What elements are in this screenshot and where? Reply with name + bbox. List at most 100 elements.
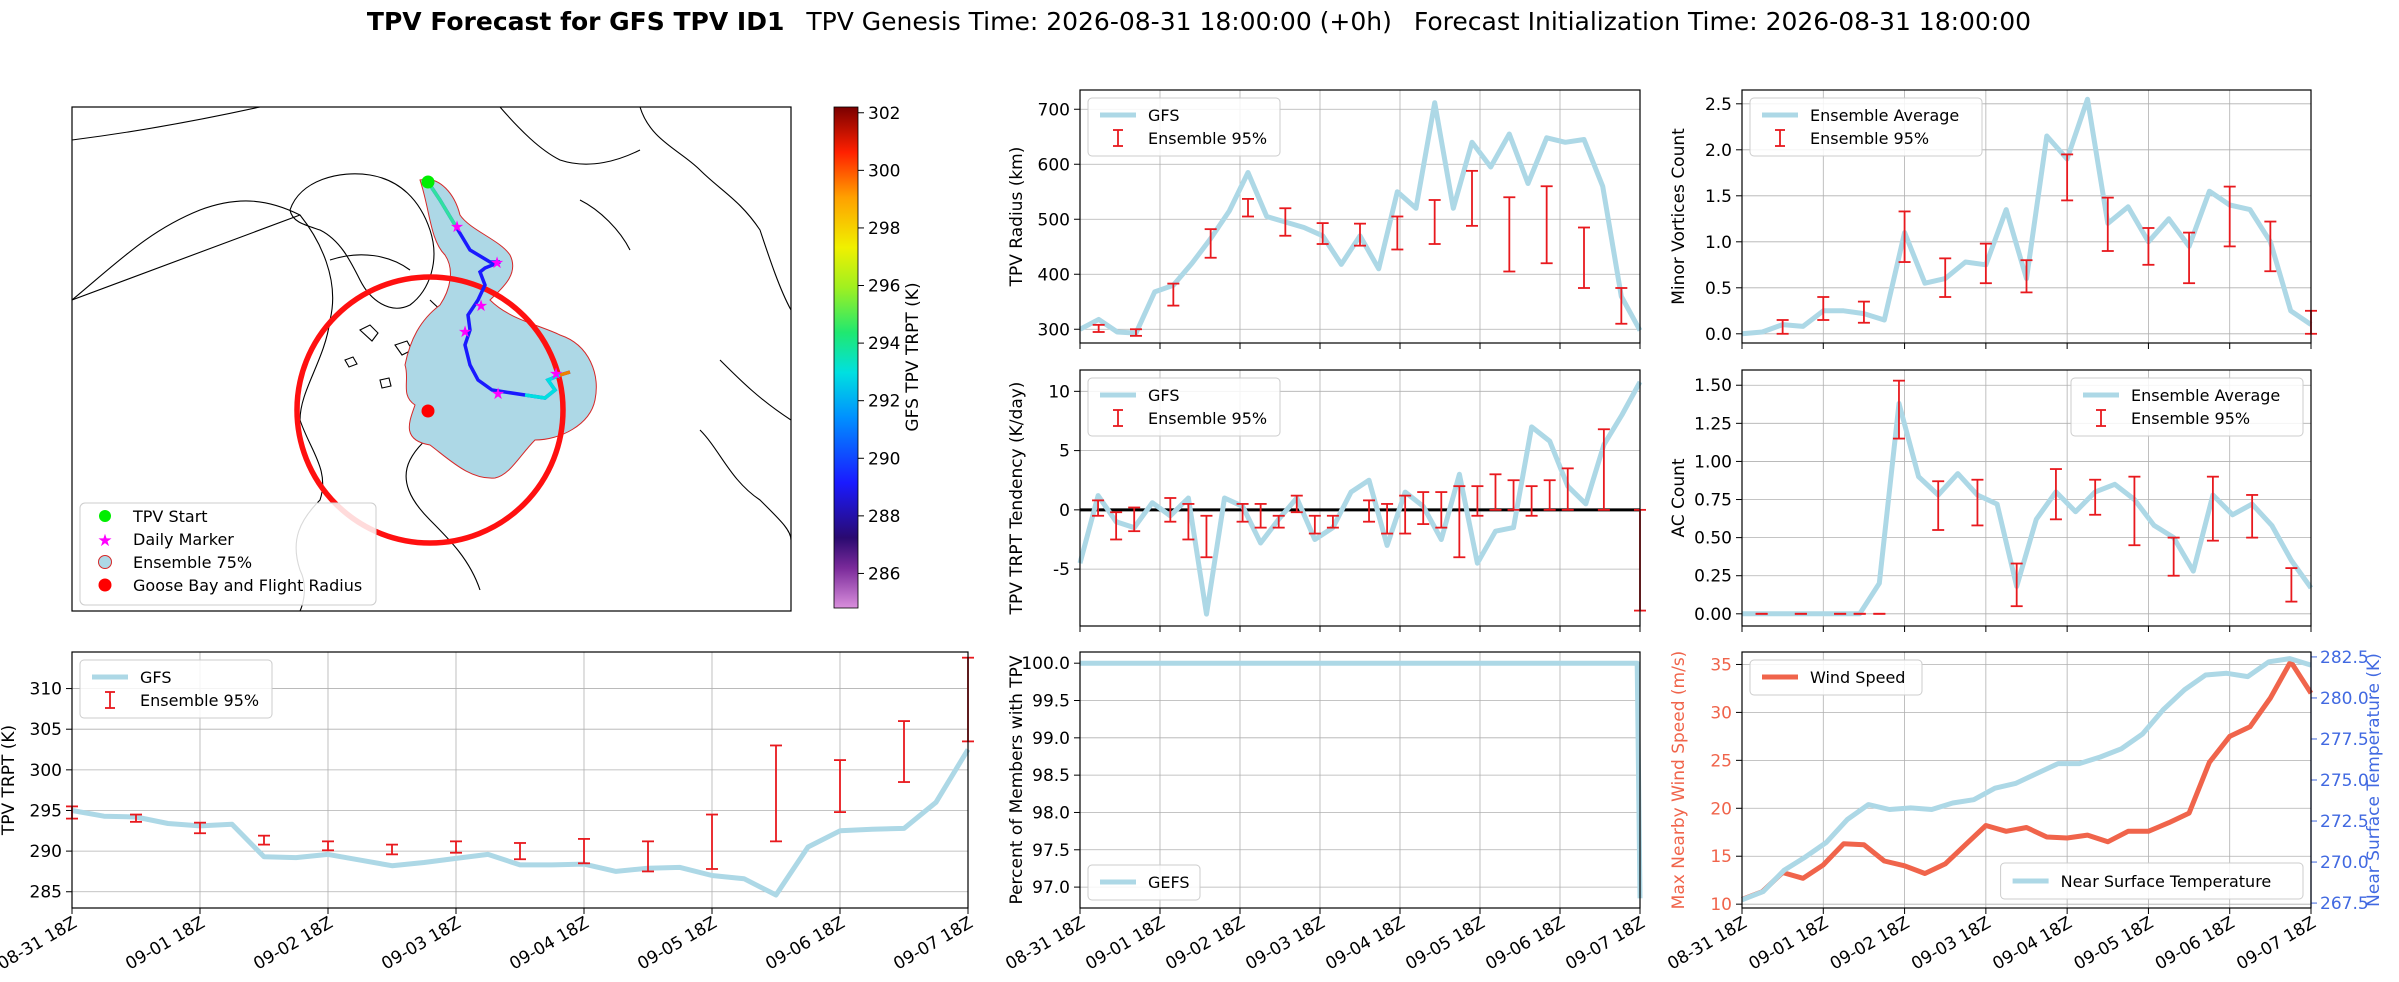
errorbar bbox=[770, 744, 782, 843]
x-tick-label: 09-05 18Z bbox=[2071, 913, 2157, 974]
legend-tpv-start: TPV Start bbox=[132, 507, 208, 526]
legend-box bbox=[2070, 377, 2304, 437]
goose-bay-flight-radius-circle bbox=[294, 274, 566, 546]
y-tick-label: 2.0 bbox=[1705, 141, 1732, 161]
legend-ensemble-75: Ensemble 75% bbox=[133, 553, 252, 572]
title-main: TPV Forecast for GFS TPV ID1 bbox=[367, 7, 784, 36]
y-tick-label: 290 bbox=[30, 842, 62, 862]
colorbar-tick-label: 288 bbox=[868, 507, 900, 527]
errorbar bbox=[1167, 282, 1180, 307]
errorbar bbox=[2101, 196, 2114, 252]
y-tick-label: 285 bbox=[30, 883, 62, 903]
errorbar bbox=[1092, 323, 1105, 333]
y-tick-label: 0.50 bbox=[1694, 529, 1732, 549]
y2-tick-label: 277.5 bbox=[2320, 730, 2369, 750]
errorbar bbox=[2049, 468, 2062, 521]
chart-ac: 0.00 0.25 0.50 0.75 1.00 1.25 1.50 AC Count Ense… bbox=[1669, 369, 2314, 632]
x-tick-label: 09-04 18Z bbox=[1322, 913, 1408, 974]
errorbar bbox=[1279, 207, 1292, 237]
y-tick-label: 97.5 bbox=[1032, 841, 1070, 861]
legend-daily-marker-symbol: ★ bbox=[97, 531, 112, 551]
legend-goose-bay: Goose Bay and Flight Radius bbox=[133, 576, 362, 595]
errorbar bbox=[2128, 475, 2141, 547]
legend: GFS Ensemble 95% bbox=[79, 659, 273, 719]
y-tick-label: 2.5 bbox=[1705, 95, 1732, 115]
x-tick-label: 09-04 18Z bbox=[1989, 913, 2075, 974]
legend-entry: Ensemble 95% bbox=[140, 691, 259, 710]
y-tick-label: 99.0 bbox=[1032, 729, 1070, 749]
errorbar bbox=[1561, 467, 1574, 511]
colorbar-tick-label: 294 bbox=[868, 334, 900, 354]
axes-frame bbox=[71, 651, 969, 909]
errorbar bbox=[1391, 215, 1404, 251]
daily-marker: ★ bbox=[549, 364, 563, 383]
daily-markers: ★ ★ ★ ★ ★ ★ bbox=[450, 217, 563, 403]
tpv-track-end bbox=[524, 373, 561, 400]
y-tick-label: 0.5 bbox=[1705, 279, 1732, 299]
errorbar bbox=[1290, 494, 1303, 514]
legend: GEFS bbox=[1087, 864, 1201, 901]
errorbar bbox=[1525, 485, 1538, 517]
errorbar bbox=[1272, 514, 1285, 529]
legend-entry: GEFS bbox=[1148, 873, 1190, 892]
colorbar-tick-label: 290 bbox=[868, 449, 900, 469]
meridian-line bbox=[72, 107, 301, 301]
x-tick-label: 08-31 18Z bbox=[0, 913, 81, 974]
x-tick-label: 09-05 18Z bbox=[634, 913, 720, 974]
errorbar bbox=[1254, 503, 1267, 529]
legend-box bbox=[1087, 864, 1201, 901]
errorbar bbox=[450, 840, 462, 854]
errorbar bbox=[1130, 328, 1142, 337]
y-tick-label: 0.25 bbox=[1694, 567, 1732, 587]
x-tick-label: 09-07 18Z bbox=[890, 913, 976, 974]
legend-daily-marker: Daily Marker bbox=[133, 530, 234, 549]
errorbar bbox=[1615, 287, 1628, 325]
axes-frame bbox=[1079, 369, 1641, 627]
errorbar bbox=[1363, 499, 1376, 523]
legend-entry: Wind Speed bbox=[1810, 668, 1905, 687]
errorbar bbox=[1182, 503, 1195, 541]
errorbar bbox=[1316, 222, 1329, 245]
errorbar bbox=[1817, 296, 1830, 321]
errorbar bbox=[2246, 494, 2259, 539]
colorbar-tick-label: 302 bbox=[868, 104, 900, 124]
errorbar bbox=[1898, 210, 1911, 263]
y-tick-label: -5 bbox=[1053, 560, 1070, 580]
errorbar bbox=[1435, 491, 1448, 529]
ensemble-75-region bbox=[404, 178, 597, 479]
errorbar bbox=[2183, 231, 2196, 285]
errorbar bbox=[2285, 567, 2298, 603]
series-line-members bbox=[1080, 660, 1643, 899]
colorbar-label: GFS TPV TRPT (K) bbox=[903, 282, 923, 431]
colorbar: 286 288 290 292 294 296 298 300 302 GFS TPV TRPT… bbox=[833, 104, 923, 609]
colorbar-tick-label: 298 bbox=[868, 219, 900, 239]
y-tick-label: 1.50 bbox=[1694, 376, 1732, 396]
legend-entry: Ensemble 95% bbox=[1148, 409, 1267, 428]
errorbar bbox=[2264, 220, 2277, 273]
x-tick-label: 08-31 18Z bbox=[1664, 913, 1750, 974]
colorbar-tick-label: 292 bbox=[868, 392, 900, 412]
chart-radius: 300 400 500 600 700 TPV Radius (km) GFS Ensembl… bbox=[1007, 89, 1643, 349]
errorbar bbox=[706, 813, 718, 870]
y-tick-label: 20 bbox=[1710, 799, 1732, 819]
axes-frame bbox=[1741, 89, 2312, 344]
errorbar bbox=[2020, 259, 2033, 294]
errorbar bbox=[1857, 300, 1870, 324]
daily-marker: ★ bbox=[450, 217, 464, 236]
legend-entry: GFS bbox=[1148, 106, 1179, 125]
daily-marker: ★ bbox=[490, 253, 504, 272]
y-tick-label: 97.0 bbox=[1032, 878, 1070, 898]
errorbar bbox=[1489, 473, 1502, 511]
y-tick-label: 300 bbox=[30, 761, 62, 781]
coastline-greenland bbox=[289, 173, 435, 309]
colorbar-tick-label: 286 bbox=[868, 564, 900, 584]
series-line-tendency bbox=[1077, 380, 1643, 617]
y-tick-label: 0.00 bbox=[1694, 605, 1732, 625]
y-tick-label: 5 bbox=[1059, 442, 1070, 462]
legend: GFS Ensemble 95% bbox=[1087, 377, 1281, 437]
errorbars bbox=[1755, 379, 2298, 615]
y-tick-label: 1.5 bbox=[1705, 187, 1732, 207]
y2-tick-label: 282.5 bbox=[2320, 648, 2369, 668]
y-axis-label: TPV TRPT (K) bbox=[0, 725, 19, 836]
x-tick-label: 09-02 18Z bbox=[250, 913, 336, 974]
